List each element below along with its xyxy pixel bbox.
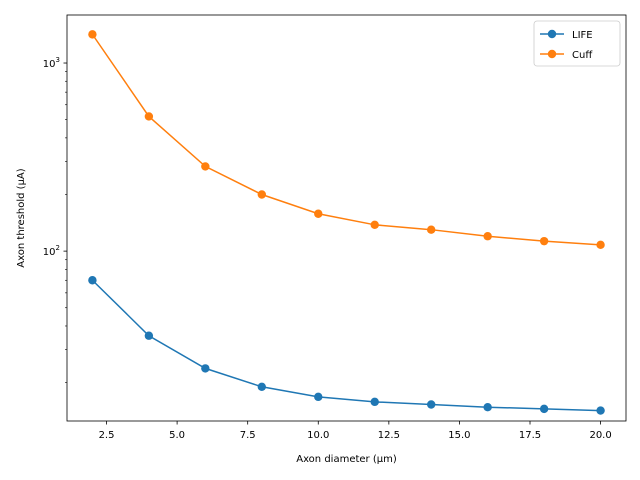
data-point xyxy=(201,364,210,373)
data-point xyxy=(88,276,97,285)
legend-label: Cuff xyxy=(572,50,593,61)
x-tick-label: 20.0 xyxy=(589,430,611,441)
data-point xyxy=(314,209,323,218)
axes-frame xyxy=(66,14,627,422)
y-axis-label: Axon threshold (μA) xyxy=(16,168,27,267)
data-point xyxy=(539,236,549,246)
series-layer xyxy=(88,30,605,415)
series-cuff xyxy=(88,30,605,250)
data-point xyxy=(596,240,605,250)
series-life xyxy=(88,276,605,415)
x-tick-label: 2.5 xyxy=(99,430,115,441)
x-axis-label: Axon diameter (μm) xyxy=(296,454,397,465)
y-tick-label: 103 xyxy=(43,56,60,70)
data-point xyxy=(539,404,549,414)
x-tick-label: 15.0 xyxy=(448,430,470,441)
data-point xyxy=(596,406,605,415)
legend-label: LIFE xyxy=(572,30,593,41)
legend-marker xyxy=(547,49,557,59)
x-tick-label: 17.5 xyxy=(519,430,541,441)
data-point xyxy=(483,232,492,241)
series-line xyxy=(91,33,601,246)
series-line xyxy=(91,279,601,412)
x-tick-label: 10.0 xyxy=(307,430,329,441)
x-tick-label: 12.5 xyxy=(378,430,400,441)
legend: LIFE Cuff xyxy=(533,20,621,67)
data-point xyxy=(201,162,210,171)
data-point xyxy=(483,403,492,412)
data-point xyxy=(426,225,436,234)
data-point xyxy=(257,190,267,199)
axes: 2.5 5.0 7.5 10.0 12.5 15.0 17.5 20.0 102 103 xyxy=(43,14,627,441)
legend-entry: Cuff xyxy=(540,49,593,61)
legend-marker xyxy=(547,29,557,39)
data-point xyxy=(314,392,323,402)
x-tick-label: 5.0 xyxy=(169,430,185,441)
y-tick-label: 102 xyxy=(43,244,60,258)
data-point xyxy=(144,112,154,121)
x-tick-label: 7.5 xyxy=(240,430,256,441)
legend-entry: LIFE xyxy=(540,29,593,41)
data-point xyxy=(257,382,267,391)
data-point xyxy=(144,331,154,340)
data-point xyxy=(370,220,379,230)
data-point xyxy=(426,400,436,409)
data-point xyxy=(88,30,97,39)
data-point xyxy=(370,397,379,407)
